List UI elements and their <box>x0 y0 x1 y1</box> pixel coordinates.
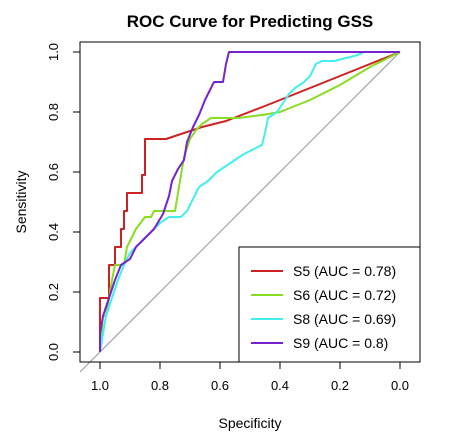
x-tick-label: 1.0 <box>91 378 109 393</box>
legend-label-3: S8 (AUC = 0.69) <box>293 311 396 327</box>
series-line-2 <box>99 51 401 353</box>
y-tick-label: 0.0 <box>46 343 61 361</box>
legend-label-1: S5 (AUC = 0.78) <box>293 263 396 279</box>
series-line-4 <box>99 51 400 352</box>
y-axis-label: Sensitivity <box>13 170 29 233</box>
series-line-3 <box>99 51 400 353</box>
x-tick-label: 0.2 <box>331 378 349 393</box>
series-line-1 <box>99 51 401 352</box>
x-tick-label: 0.8 <box>151 378 169 393</box>
y-tick-label: 0.8 <box>46 103 61 121</box>
x-tick-label: 0.4 <box>271 378 289 393</box>
y-tick-label: 1.0 <box>46 43 61 61</box>
chart-title: ROC Curve for Predicting GSS <box>127 12 374 31</box>
legend: S5 (AUC = 0.78) S6 (AUC = 0.72) S8 (AUC = … <box>238 246 421 363</box>
legend-label-2: S6 (AUC = 0.72) <box>293 287 396 303</box>
y-tick-label: 0.2 <box>46 283 61 301</box>
x-tick-label: 0.0 <box>391 378 409 393</box>
x-tick-label: 0.6 <box>211 378 229 393</box>
y-tick-label: 0.4 <box>46 223 61 241</box>
reference-layer <box>79 51 401 373</box>
y-tick-label: 0.6 <box>46 163 61 181</box>
x-axis-label: Specificity <box>218 415 281 431</box>
reference-diagonal <box>79 51 401 373</box>
series-layer <box>99 51 401 353</box>
legend-label-4: S9 (AUC = 0.8) <box>293 335 388 351</box>
axis-layer: 1.0 0.8 0.6 0.4 0.2 0.0 0.0 0.2 0.4 0.6 0.8 1.0 <box>46 43 409 393</box>
